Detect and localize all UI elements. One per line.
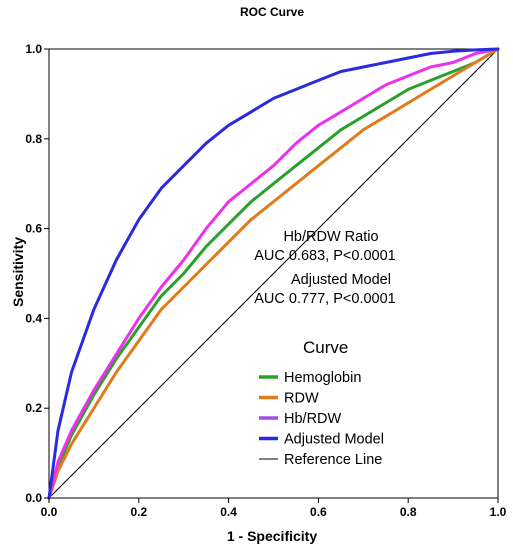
reference-line-layer (48, 48, 499, 499)
y-axis-label: Sensitivity (10, 237, 26, 307)
y-tick-label-2: 0.4 (25, 311, 42, 325)
adjusted-model-annotation-line1: Adjusted Model (291, 272, 391, 288)
hb-rdw-annotation: Hb/RDW Ratio AUC 0.683, P<0.0001 (254, 229, 395, 264)
hb-rdw-annotation-line2: AUC 0.683, P<0.0001 (254, 248, 395, 264)
series-layer (47, 47, 500, 500)
x-tick-label-2: 0.4 (220, 505, 237, 519)
x-tick-label-5: 1.0 (490, 505, 507, 519)
adjusted-model-annotation: Adjusted Model AUC 0.777, P<0.0001 (254, 272, 395, 307)
x-tick-label-4: 0.8 (400, 505, 417, 519)
legend-label-hb-rdw: Hb/RDW (284, 411, 342, 427)
legend-label-hemoglobin: Hemoglobin (284, 370, 361, 386)
x-tick-label-1: 0.2 (130, 505, 147, 519)
series-line-reference-line (48, 48, 499, 499)
x-tick-label-0: 0.0 (41, 505, 58, 519)
y-tick-label-0: 0.0 (25, 491, 42, 505)
series-line-hemoglobin (47, 47, 500, 500)
plot-border (48, 48, 499, 499)
legend: Curve Hemoglobin RDW Hb/RDW Adjusted Model R… (259, 338, 384, 468)
plot-area (48, 48, 499, 499)
y-tick-label-1: 0.2 (25, 401, 42, 415)
axes-layer: 0.0 0.2 0.4 0.6 0.8 1.0 0.0 0.2 0.4 0.6 0.8 1.0 (25, 42, 506, 519)
x-axis-label: 1 - Specificity (227, 528, 317, 544)
legend-title: Curve (303, 338, 348, 357)
legend-label-rdw: RDW (284, 391, 319, 407)
y-tick-label-4: 0.8 (25, 132, 42, 146)
legend-label-adjusted-model: Adjusted Model (284, 432, 384, 448)
series-line-adjusted-model (47, 47, 500, 500)
y-tick-label-3: 0.6 (25, 222, 42, 236)
hb-rdw-annotation-line1: Hb/RDW Ratio (283, 229, 378, 245)
y-tick-label-5: 1.0 (25, 42, 42, 56)
legend-items: Hemoglobin RDW Hb/RDW Adjusted Model Referen… (259, 370, 384, 468)
x-tick-label-3: 0.6 (310, 505, 327, 519)
series-line-rdw (47, 47, 500, 500)
legend-label-reference-line: Reference Line (284, 452, 382, 468)
adjusted-model-annotation-line2: AUC 0.777, P<0.0001 (254, 291, 395, 307)
series-line-hb-rdw (47, 47, 500, 500)
chart-title: ROC Curve (240, 5, 304, 19)
